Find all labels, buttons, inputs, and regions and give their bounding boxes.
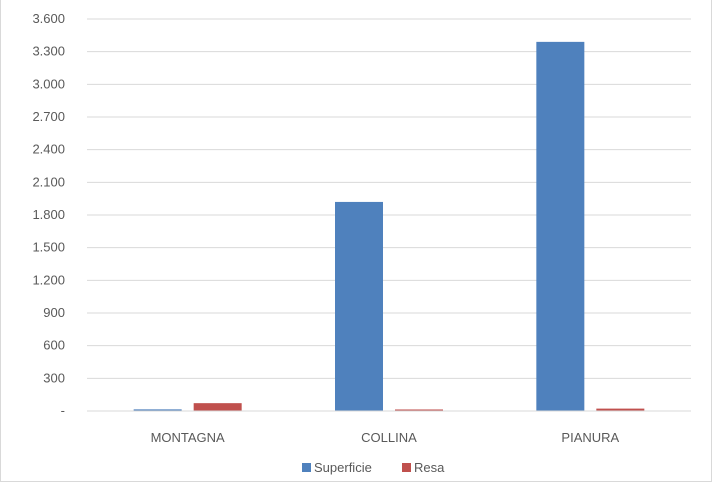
y-tick-label: 2.700: [32, 109, 65, 124]
y-tick-label: 1.800: [32, 207, 65, 222]
y-tick-label: 1.500: [32, 240, 65, 255]
bar-resa-montagna: [193, 403, 242, 411]
bar-superficie-collina: [335, 201, 383, 411]
legend-swatch-superficie: [302, 463, 311, 472]
legend-label-superficie: Superficie: [314, 460, 372, 475]
y-axis-ticks: - 300 600 900 1.200 1.500 1.800 2.100 2.400 2.700…: [32, 11, 65, 418]
y-tick-label: 3.300: [32, 44, 65, 59]
x-tick-label-pianura: PIANURA: [561, 430, 619, 445]
x-tick-label-montagna: MONTAGNA: [151, 430, 225, 445]
y-tick-label: 3.000: [32, 76, 65, 91]
legend: Superficie Resa: [302, 460, 445, 475]
x-tick-label-collina: COLLINA: [361, 430, 417, 445]
bars: [133, 41, 645, 411]
bar-superficie-montagna: [133, 409, 182, 411]
y-tick-label: 600: [43, 338, 65, 353]
legend-label-resa: Resa: [414, 460, 445, 475]
legend-swatch-resa: [402, 463, 411, 472]
y-tick-label: 900: [43, 305, 65, 320]
y-tick-label: 2.400: [32, 142, 65, 157]
gridlines: [87, 18, 691, 379]
y-tick-label: 300: [43, 370, 65, 385]
bar-resa-collina: [395, 409, 443, 411]
y-tick-label: -: [61, 403, 65, 418]
bar-superficie-pianura: [536, 41, 585, 411]
bar-resa-pianura: [596, 408, 645, 411]
x-axis: MONTAGNA COLLINA PIANURA: [87, 410, 691, 445]
y-tick-label: 3.600: [32, 11, 65, 26]
y-tick-label: 1.200: [32, 272, 65, 287]
y-tick-label: 2.100: [32, 174, 65, 189]
